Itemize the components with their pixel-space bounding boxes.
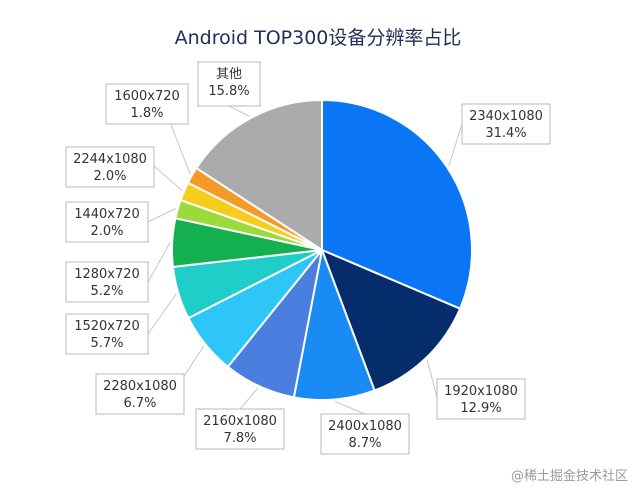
pie-slice [194, 98, 323, 252]
slice-label: 2244x1080 2.0% [65, 146, 155, 188]
slice-label-name: 2244x1080 [73, 152, 147, 167]
slice-label-percent: 5.7% [90, 336, 123, 351]
slice-label: 2400x1080 8.7% [320, 413, 410, 455]
leader-line [147, 208, 177, 223]
slice-label-name: 1440x720 [74, 207, 140, 222]
slice-label-name: 1520x720 [74, 319, 140, 334]
label-box [461, 103, 551, 145]
leader-line [448, 123, 463, 167]
label-box [65, 313, 149, 355]
slice-labels: 2340x1080 31.4% 1920x1080 12.9% 2400x1080 8.7… [65, 61, 551, 455]
pie-slice [320, 248, 462, 392]
leader-line [169, 121, 191, 175]
label-box [195, 408, 285, 450]
site-watermark: @稀土掘金技术社区 [511, 468, 628, 484]
slice-label-percent: 2.0% [90, 224, 123, 239]
slice-label: 其他 15.8% [197, 61, 261, 107]
label-box [95, 373, 185, 415]
slice-label-percent: 15.8% [208, 84, 249, 99]
slice-label: 2160x1080 7.8% [195, 408, 285, 450]
label-box [436, 378, 526, 420]
label-box [65, 201, 149, 243]
slice-label-percent: 5.2% [90, 284, 123, 299]
leader-line [228, 105, 250, 117]
leader-line [239, 387, 259, 410]
slice-label-percent: 6.7% [123, 396, 156, 411]
leader-line [147, 242, 171, 283]
label-box [197, 61, 261, 107]
leader-line [147, 293, 177, 335]
label-box [105, 83, 189, 125]
slice-label-name: 2160x1080 [203, 414, 277, 429]
slice-label-percent: 7.8% [223, 431, 256, 446]
label-box [320, 413, 410, 455]
slice-label: 1520x720 5.7% [65, 313, 149, 355]
slice-label-percent: 2.0% [93, 169, 126, 184]
pie-slice [292, 246, 376, 401]
slice-label-name: 1600x720 [114, 89, 180, 104]
leader-line [183, 345, 205, 377]
slice-label: 1600x720 1.8% [105, 83, 189, 125]
slice-label-name: 2280x1080 [103, 379, 177, 394]
leader-line [153, 165, 183, 191]
slice-label: 1920x1080 12.9% [436, 378, 526, 420]
slice-label-name: 2340x1080 [469, 109, 543, 124]
slice-label-percent: 12.9% [460, 401, 501, 416]
slice-label-name: 1920x1080 [444, 384, 518, 399]
chart-title: Android TOP300设备分辨率占比 [175, 27, 462, 49]
leader-line [334, 401, 366, 415]
pie-slices [171, 98, 473, 401]
pie-slice [321, 98, 473, 311]
slice-label-name: 2400x1080 [328, 419, 402, 434]
slice-label-percent: 1.8% [130, 106, 163, 121]
slice-label-name: 1280x720 [74, 267, 140, 282]
leader-lines [147, 105, 463, 415]
leader-line [426, 359, 438, 398]
slice-label: 2280x1080 6.7% [95, 373, 185, 415]
label-box [65, 146, 155, 188]
slice-label-percent: 8.7% [348, 436, 381, 451]
slice-label-percent: 31.4% [485, 126, 526, 141]
slice-label: 2340x1080 31.4% [461, 103, 551, 145]
slice-label-name: 其他 [216, 67, 242, 82]
label-box [65, 261, 149, 303]
slice-label: 1280x720 5.2% [65, 261, 149, 303]
slice-label: 1440x720 2.0% [65, 201, 149, 243]
